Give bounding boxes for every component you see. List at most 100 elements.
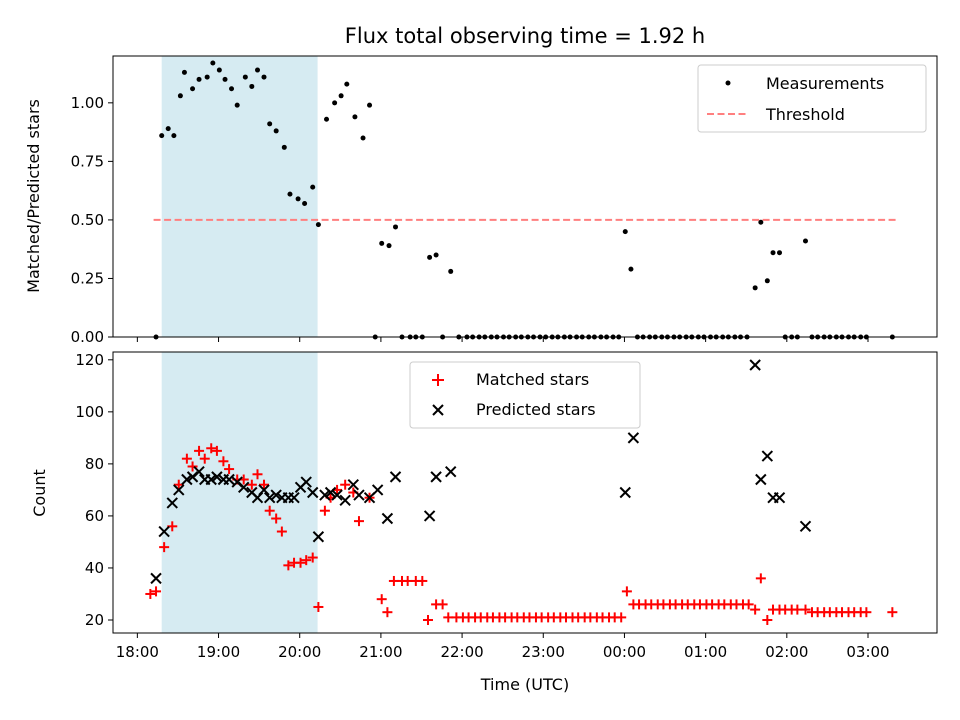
- predicted-star-point: [258, 484, 270, 496]
- matched-star-point: [283, 560, 294, 571]
- measurement-point: [302, 201, 308, 207]
- matched-star-point: [382, 607, 393, 618]
- measurement-point: [332, 100, 338, 106]
- legend-measurements-marker: [725, 80, 731, 86]
- predicted-star-point: [307, 486, 319, 499]
- bottom-x-axis-label: Time (UTC): [480, 675, 569, 694]
- legend-predicted-marker: [432, 404, 444, 416]
- bottom-y-tick-label: 80: [85, 455, 104, 473]
- matched-star-point: [417, 575, 428, 586]
- measurement-point: [204, 74, 210, 80]
- measurement-point: [433, 252, 439, 258]
- bottom-x-tick-label: 20:00: [278, 643, 321, 661]
- matched-star-point: [151, 586, 162, 597]
- measurement-point: [210, 60, 216, 66]
- measurement-point: [360, 135, 366, 141]
- predicted-star-point: [181, 473, 193, 486]
- measurement-point: [622, 229, 628, 235]
- legend-matched-label: Matched stars: [476, 370, 589, 389]
- measurement-point: [310, 184, 316, 190]
- bottom-y-tick-label: 40: [85, 559, 104, 577]
- matched-star-point: [145, 588, 156, 599]
- matched-star-point: [199, 453, 210, 464]
- predicted-star-point: [205, 473, 217, 486]
- predicted-star-point: [423, 510, 436, 522]
- bottom-y-axis-label: Count: [30, 469, 49, 517]
- bottom-axes-frame: [112, 351, 938, 634]
- measurement-point: [196, 76, 202, 82]
- measurement-point: [386, 243, 392, 249]
- matched-star-point: [211, 445, 222, 456]
- predicted-star-point: [627, 432, 640, 444]
- measurement-point: [448, 268, 454, 274]
- predicted-star-point: [288, 491, 300, 504]
- top-panel: 0.00 0.25 0.50 0.75 1.00 Matched/Predicted s…: [24, 55, 938, 346]
- count-points: [145, 359, 898, 625]
- predicted-star-point: [773, 491, 786, 504]
- measurement-point: [427, 254, 433, 260]
- predicted-star-point: [755, 473, 767, 486]
- bottom-legend: Matched stars Predicted stars: [409, 361, 641, 429]
- matched-star-point: [750, 604, 761, 615]
- measurement-point: [352, 114, 358, 120]
- matched-star-point: [800, 604, 811, 615]
- predicted-star-point: [761, 450, 774, 462]
- bottom-x-tick-label: 21:00: [359, 643, 402, 661]
- measurement-point: [181, 69, 187, 75]
- matched-star-point: [276, 526, 287, 537]
- predicted-star-point: [381, 512, 394, 525]
- top-legend: Measurements Threshold: [697, 64, 927, 133]
- bottom-x-tick-label: 02:00: [765, 643, 808, 661]
- legend-threshold-label: Threshold: [765, 105, 845, 124]
- bottom-x-tick-label: 00:00: [603, 643, 646, 661]
- matched-star-point: [271, 513, 282, 524]
- measurement-point: [267, 121, 273, 127]
- matched-star-point: [743, 599, 754, 610]
- predicted-star-point: [347, 478, 360, 491]
- predicted-star-point: [389, 471, 402, 483]
- bottom-y-tick-label: 100: [75, 403, 104, 421]
- matched-star-point: [887, 607, 898, 618]
- bottom-panel: 20 40 60 80 100 120 18:00 19:00 20:00 21:00 22:00…: [30, 351, 938, 694]
- measurement-point: [338, 93, 344, 99]
- top-observing-span-rect: [161, 56, 318, 337]
- matched-star-point: [194, 445, 205, 456]
- predicted-star-point: [339, 494, 351, 507]
- matched-star-point: [206, 443, 217, 454]
- bottom-x-tick-label: 01:00: [684, 643, 727, 661]
- top-y-tick-label: 0.00: [71, 328, 104, 346]
- measurement-point: [249, 83, 255, 89]
- matched-star-point: [252, 469, 263, 480]
- predicted-star-point: [353, 489, 365, 501]
- measurement-point: [367, 102, 373, 108]
- matched-star-point: [762, 614, 773, 625]
- bottom-x-tick-label: 03:00: [846, 643, 889, 661]
- measurement-point: [777, 250, 783, 256]
- top-y-ticks: 0.00 0.25 0.50 0.75 1.00: [71, 94, 113, 346]
- predicted-star-point: [319, 489, 331, 501]
- measurement-point: [628, 266, 634, 272]
- measurement-point: [261, 74, 267, 80]
- measurement-point: [802, 238, 808, 244]
- bottom-y-tick-label: 20: [85, 611, 104, 629]
- matched-star-point: [224, 464, 235, 475]
- bottom-x-tick-label: 22:00: [440, 643, 483, 661]
- matched-star-point: [621, 586, 632, 597]
- measurement-point: [324, 116, 330, 122]
- predicted-star-point: [619, 486, 631, 499]
- measurement-point: [287, 191, 293, 197]
- top-observing-span: [161, 56, 318, 337]
- measurement-point: [752, 285, 758, 291]
- top-y-axis-label: Matched/Predicted stars: [24, 99, 43, 293]
- matched-star-point: [181, 453, 192, 464]
- measurement-point: [379, 240, 385, 246]
- bottom-x-ticks: 18:00 19:00 20:00 21:00 22:00 23:00 00:00 01:00…: [116, 633, 890, 661]
- bottom-x-tick-label: 18:00: [116, 643, 159, 661]
- predicted-star-point: [445, 465, 457, 478]
- measurement-point: [216, 67, 222, 73]
- matched-star-point: [218, 456, 229, 467]
- measurement-point: [295, 196, 301, 202]
- predicted-star-point: [749, 359, 761, 371]
- measurement-point: [165, 126, 171, 132]
